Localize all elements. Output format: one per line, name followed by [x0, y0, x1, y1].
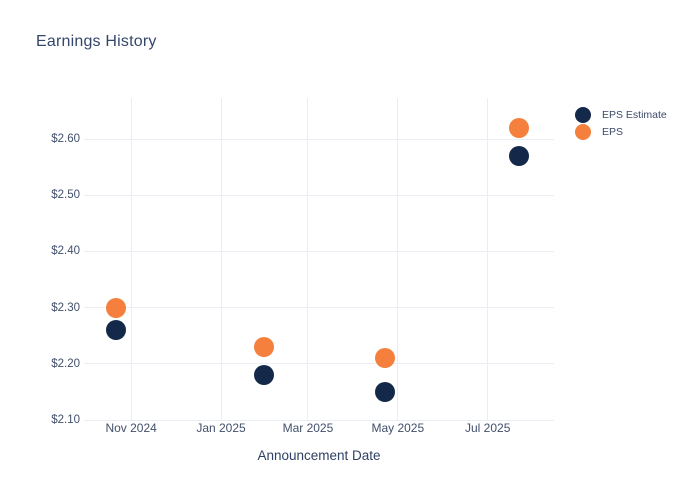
- gridline-y: [84, 250, 554, 252]
- y-tick-label: $2.30: [51, 301, 80, 314]
- data-point-eps[interactable]: [374, 348, 395, 369]
- data-point-eps-estimate[interactable]: [508, 145, 529, 166]
- legend-label-eps-estimate: EPS Estimate: [602, 108, 667, 121]
- plot-area: [84, 98, 554, 420]
- gridline-x: [220, 98, 222, 420]
- data-point-eps[interactable]: [508, 117, 529, 138]
- x-tick-label: Jan 2025: [196, 421, 246, 435]
- eps-marker-icon: [575, 123, 591, 140]
- y-tick-label: $2.10: [51, 414, 80, 426]
- legend-item-eps[interactable]: EPS: [575, 123, 667, 140]
- x-tick-label: Nov 2024: [105, 421, 157, 435]
- gridline-y: [84, 363, 554, 365]
- data-point-eps[interactable]: [106, 297, 127, 318]
- data-point-eps-estimate[interactable]: [374, 381, 395, 402]
- gridline-x: [307, 98, 309, 420]
- gridline-x: [130, 98, 132, 420]
- x-tick-label: Mar 2025: [282, 421, 334, 435]
- eps-estimate-marker-icon: [575, 106, 591, 123]
- data-point-eps-estimate[interactable]: [106, 320, 127, 341]
- y-tick-label: $2.40: [51, 245, 80, 258]
- x-tick-label: Jul 2025: [465, 421, 511, 435]
- legend-item-eps-estimate[interactable]: EPS Estimate: [575, 106, 667, 123]
- gridline-y: [84, 307, 554, 309]
- x-tick-label: May 2025: [371, 421, 425, 435]
- gridline-y: [84, 138, 554, 140]
- y-tick-label: $2.20: [51, 357, 80, 370]
- data-point-eps-estimate[interactable]: [253, 365, 274, 386]
- gridline-y: [84, 419, 554, 421]
- y-tick-label: $2.60: [51, 133, 80, 146]
- legend-label-eps: EPS: [602, 125, 624, 138]
- legend: EPS Estimate EPS: [575, 106, 667, 140]
- x-axis-title: Announcement Date: [257, 448, 381, 463]
- y-tick-label: $2.50: [51, 189, 80, 202]
- gridline-x: [487, 98, 489, 420]
- data-point-eps[interactable]: [253, 336, 274, 357]
- gridline-y: [84, 194, 554, 196]
- gridline-x: [397, 98, 399, 420]
- chart-title: Earnings History: [36, 33, 157, 50]
